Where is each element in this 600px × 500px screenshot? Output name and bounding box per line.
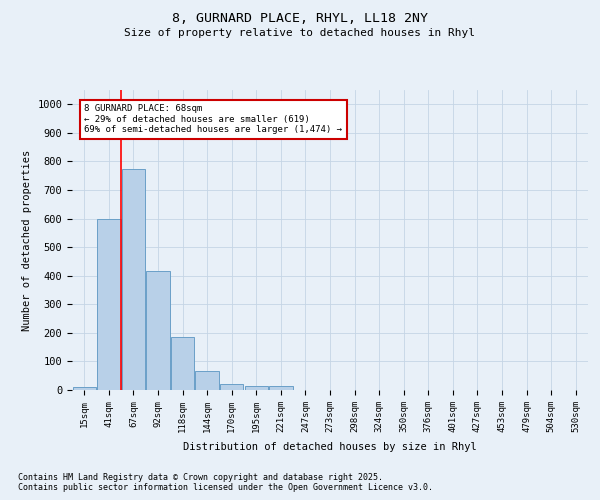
Bar	[146, 272, 170, 390]
Text: 8 GURNARD PLACE: 68sqm
← 29% of detached houses are smaller (619)
69% of semi-de: 8 GURNARD PLACE: 68sqm ← 29% of detached…	[84, 104, 342, 134]
Text: Size of property relative to detached houses in Rhyl: Size of property relative to detached ho…	[125, 28, 476, 38]
Bar	[196, 372, 219, 390]
Text: Distribution of detached houses by size in Rhyl: Distribution of detached houses by size …	[183, 442, 477, 452]
Y-axis label: Number of detached properties: Number of detached properties	[22, 150, 32, 330]
Text: Contains HM Land Registry data © Crown copyright and database right 2025.: Contains HM Land Registry data © Crown c…	[18, 472, 383, 482]
Bar	[171, 337, 194, 390]
Bar	[122, 168, 145, 390]
Bar	[73, 387, 96, 390]
Bar	[97, 218, 121, 390]
Text: 8, GURNARD PLACE, RHYL, LL18 2NY: 8, GURNARD PLACE, RHYL, LL18 2NY	[172, 12, 428, 26]
Bar	[245, 386, 268, 390]
Bar	[220, 384, 244, 390]
Text: Contains public sector information licensed under the Open Government Licence v3: Contains public sector information licen…	[18, 482, 433, 492]
Bar	[269, 386, 293, 390]
